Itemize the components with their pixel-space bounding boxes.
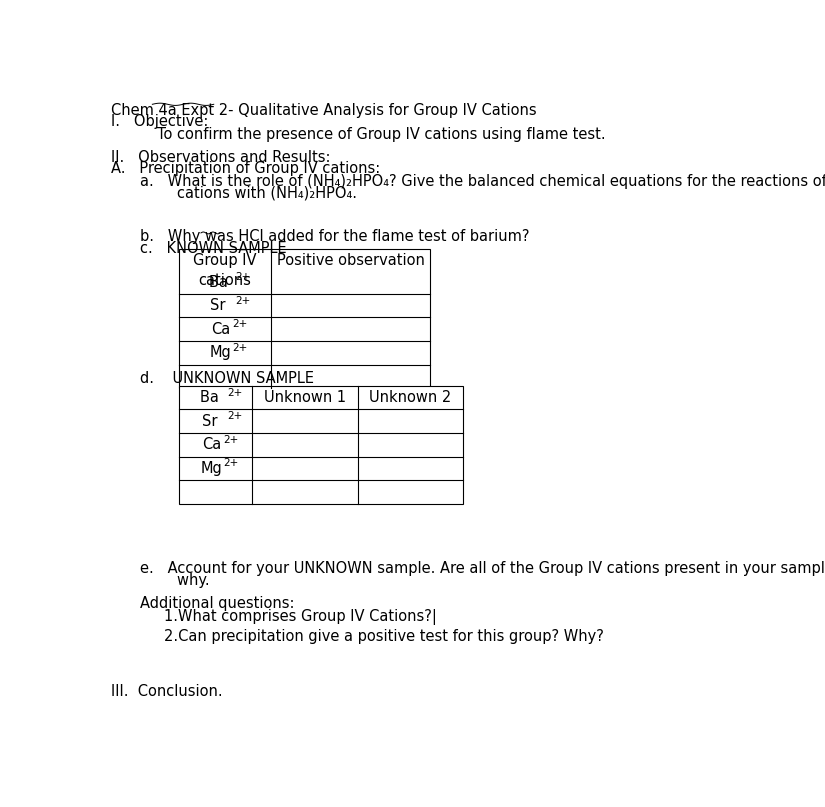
Text: 2+: 2+ (232, 343, 247, 353)
Text: 2+: 2+ (232, 320, 247, 329)
Text: 2+: 2+ (236, 272, 251, 282)
Text: why.: why. (140, 573, 210, 587)
Bar (178, 249, 430, 388)
Text: 1.What comprises Group IV Cations?|: 1.What comprises Group IV Cations?| (164, 608, 436, 625)
Text: cations with (NH₄)₂HPO₄.: cations with (NH₄)₂HPO₄. (140, 186, 357, 201)
Text: Unknown 1: Unknown 1 (264, 390, 346, 404)
Text: e.   Account for your UNKNOWN sample. Are all of the Group IV cations present in: e. Account for your UNKNOWN sample. Are … (140, 561, 825, 576)
Text: b.   Why was HCl added for the flame test of barium?: b. Why was HCl added for the flame test … (140, 229, 530, 245)
Text: Mg: Mg (200, 461, 223, 476)
Text: a.   What is the role of (NH₄)₂HPO₄? Give the balanced chemical equations for th: a. What is the role of (NH₄)₂HPO₄? Give … (140, 174, 825, 189)
Text: Positive observation: Positive observation (276, 253, 425, 268)
Text: 2+: 2+ (224, 435, 238, 445)
Text: 2.Can precipitation give a positive test for this group? Why?: 2.Can precipitation give a positive test… (164, 629, 604, 644)
Text: Additional questions:: Additional questions: (140, 596, 295, 612)
Text: Mg: Mg (210, 345, 231, 361)
Text: Sr: Sr (201, 414, 222, 429)
Text: c.   KNOWN SAMPLE: c. KNOWN SAMPLE (140, 241, 287, 256)
Bar (178, 386, 463, 504)
Text: 2+: 2+ (227, 412, 243, 421)
Text: I.   Objective:: I. Objective: (111, 115, 208, 129)
Text: Ba: Ba (200, 390, 224, 405)
Text: Ba: Ba (209, 274, 232, 290)
Text: Unknown 2: Unknown 2 (370, 390, 451, 404)
Text: 2+: 2+ (224, 458, 238, 468)
Text: 2+: 2+ (236, 295, 251, 306)
Text: To confirm the presence of Group IV cations using flame test.: To confirm the presence of Group IV cati… (158, 127, 606, 142)
Text: III.  Conclusion.: III. Conclusion. (111, 684, 223, 699)
Text: Chem 4a Expt 2- Qualitative Analysis for Group IV Cations: Chem 4a Expt 2- Qualitative Analysis for… (111, 103, 536, 118)
Text: Ca: Ca (202, 437, 221, 452)
Text: d.    UNKNOWN SAMPLE: d. UNKNOWN SAMPLE (140, 371, 314, 387)
Text: 2+: 2+ (227, 387, 243, 398)
Text: II.   Observations and Results:: II. Observations and Results: (111, 149, 330, 165)
Text: Sr: Sr (210, 298, 230, 313)
Text: Ca: Ca (210, 322, 230, 337)
Text: A.   Precipitation of Group IV cations:: A. Precipitation of Group IV cations: (111, 161, 380, 177)
Text: Group IV
cations: Group IV cations (193, 253, 257, 287)
